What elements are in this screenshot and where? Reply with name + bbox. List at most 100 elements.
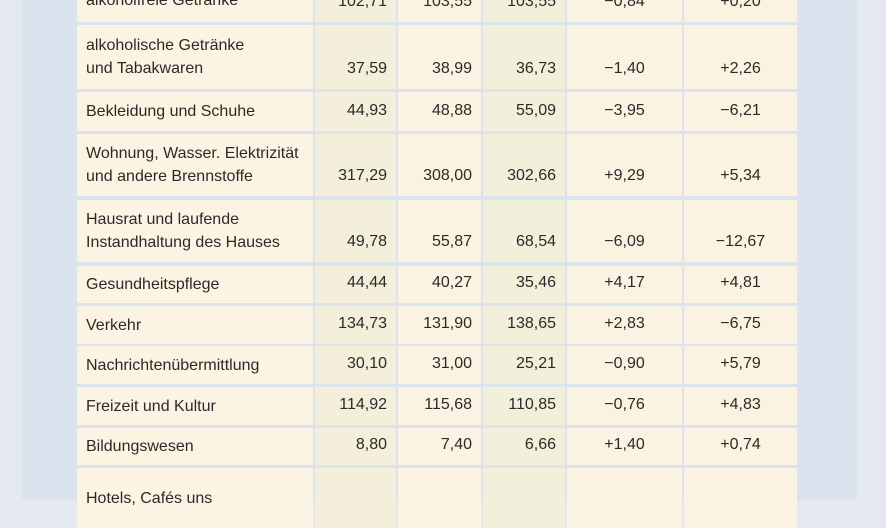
value: −0,90	[604, 355, 645, 372]
value-cell: 25,21	[483, 346, 565, 384]
value: +2,26	[720, 60, 761, 77]
value-cell: 44,44	[315, 266, 396, 303]
value: −6,75	[720, 315, 761, 332]
value-cell: 8,80	[315, 428, 396, 465]
value-cell: +4,83	[684, 387, 797, 425]
value: 131,90	[423, 315, 472, 332]
value-cell: 44,93	[315, 92, 396, 131]
value-cell: +0,74	[684, 428, 797, 465]
label-line: Instandhaltung des Hauses	[86, 234, 280, 251]
row-label: Wohnung, Wasser. Elektrizität und andere …	[77, 134, 313, 196]
value: +5,34	[720, 167, 761, 184]
value-cell: −0,76	[567, 387, 682, 425]
value-cell: −0,90	[567, 346, 682, 384]
value: −12,67	[715, 233, 766, 250]
value: −1,40	[604, 60, 645, 77]
row-label: Gesundheitspflege	[77, 266, 313, 303]
value-cell: −6,09	[567, 200, 682, 262]
value: 110,85	[508, 396, 556, 413]
value: 7,40	[440, 436, 472, 453]
row-label: alkoholfreie Getränke	[77, 0, 313, 22]
value: +0,20	[720, 0, 761, 10]
value-cell: −0,84	[567, 0, 682, 22]
value-cell: +5,34	[684, 134, 797, 196]
value-cell: 55,87	[398, 200, 481, 262]
row-label: alkoholische Getränke und Tabakwaren	[77, 25, 313, 89]
value: 40,27	[431, 274, 472, 291]
value-cell: +4,17	[567, 266, 682, 303]
value: 35,46	[515, 274, 556, 291]
value: −0,84	[604, 0, 645, 10]
value: 49,78	[346, 233, 387, 250]
value-cell	[483, 468, 565, 528]
value: 25,21	[515, 355, 556, 372]
value: −0,76	[604, 396, 645, 413]
row-label: Bildungswesen	[77, 428, 313, 465]
value-cell: 131,90	[398, 306, 481, 344]
page: (() => { const data = JSON.parse(documen…	[77, 0, 797, 528]
value-cell: 37,59	[315, 25, 396, 89]
value-cell: −6,75	[684, 306, 797, 344]
label-line: Nachrichtenübermittlung	[86, 356, 260, 374]
value: 36,73	[515, 60, 556, 77]
value-cell: 40,27	[398, 266, 481, 303]
value-cell: 68,54	[483, 200, 565, 262]
value: 31,00	[431, 355, 472, 372]
row-label: Freizeit und Kultur	[77, 387, 313, 425]
row-label: Hotels, Cafés uns	[77, 468, 313, 528]
value-cell: 7,40	[398, 428, 481, 465]
row-label: Verkehr	[77, 306, 313, 344]
value-cell: −12,67	[684, 200, 797, 262]
value-cell: 302,66	[483, 134, 565, 196]
label-line: Hotels, Cafés uns	[86, 489, 213, 507]
label-line: Wohnung, Wasser. Elektrizität	[86, 145, 299, 162]
value-cell: 36,73	[483, 25, 565, 89]
value: +4,83	[720, 396, 761, 413]
label-line: Gesundheitspflege	[86, 276, 220, 293]
value-cell: +2,83	[567, 306, 682, 344]
value: 102,71	[338, 0, 387, 10]
row-label: Nachrichtenübermittlung	[77, 346, 313, 384]
value: 55,09	[515, 102, 556, 119]
value-cell: 38,99	[398, 25, 481, 89]
label-line: Freizeit und Kultur	[86, 397, 216, 415]
value: 68,54	[515, 233, 556, 250]
value-cell: 308,00	[398, 134, 481, 196]
value-cell: −3,95	[567, 92, 682, 131]
value: 37,59	[346, 60, 387, 77]
value-cell: +4,81	[684, 266, 797, 303]
value-cell: 103,55	[398, 0, 481, 22]
value-cell: +9,29	[567, 134, 682, 196]
value: 302,66	[507, 167, 556, 184]
label-line: Bildungswesen	[86, 438, 194, 455]
value: +2,83	[604, 315, 645, 332]
value-cell: 115,68	[398, 387, 481, 425]
value-cell: 138,65	[483, 306, 565, 344]
value: 138,65	[507, 315, 556, 332]
value: +9,29	[604, 167, 645, 184]
value: −3,95	[604, 102, 645, 119]
value: +4,81	[720, 274, 761, 291]
value: −6,09	[604, 233, 645, 250]
value-cell: 35,46	[483, 266, 565, 303]
value: 134,73	[338, 315, 387, 332]
label-line: alkoholische Getränke	[86, 37, 245, 54]
value-cell: −1,40	[567, 25, 682, 89]
value: 55,87	[431, 233, 472, 250]
value-cell	[398, 468, 481, 528]
value: 115,68	[424, 396, 472, 413]
value-cell: +5,79	[684, 346, 797, 384]
value-cell: −6,21	[684, 92, 797, 131]
value: 6,66	[524, 436, 556, 453]
value: +1,40	[604, 436, 645, 453]
value-cell: 134,73	[315, 306, 396, 344]
value-cell: 48,88	[398, 92, 481, 131]
row-label: Hausrat und laufende Instandhaltung des H…	[77, 200, 313, 262]
value: 44,44	[346, 274, 387, 291]
value-cell	[315, 468, 396, 528]
value: +0,74	[720, 436, 761, 453]
value-cell	[567, 468, 682, 528]
value-cell: 55,09	[483, 92, 565, 131]
value: 308,00	[423, 167, 472, 184]
value-cell: 114,92	[315, 387, 396, 425]
